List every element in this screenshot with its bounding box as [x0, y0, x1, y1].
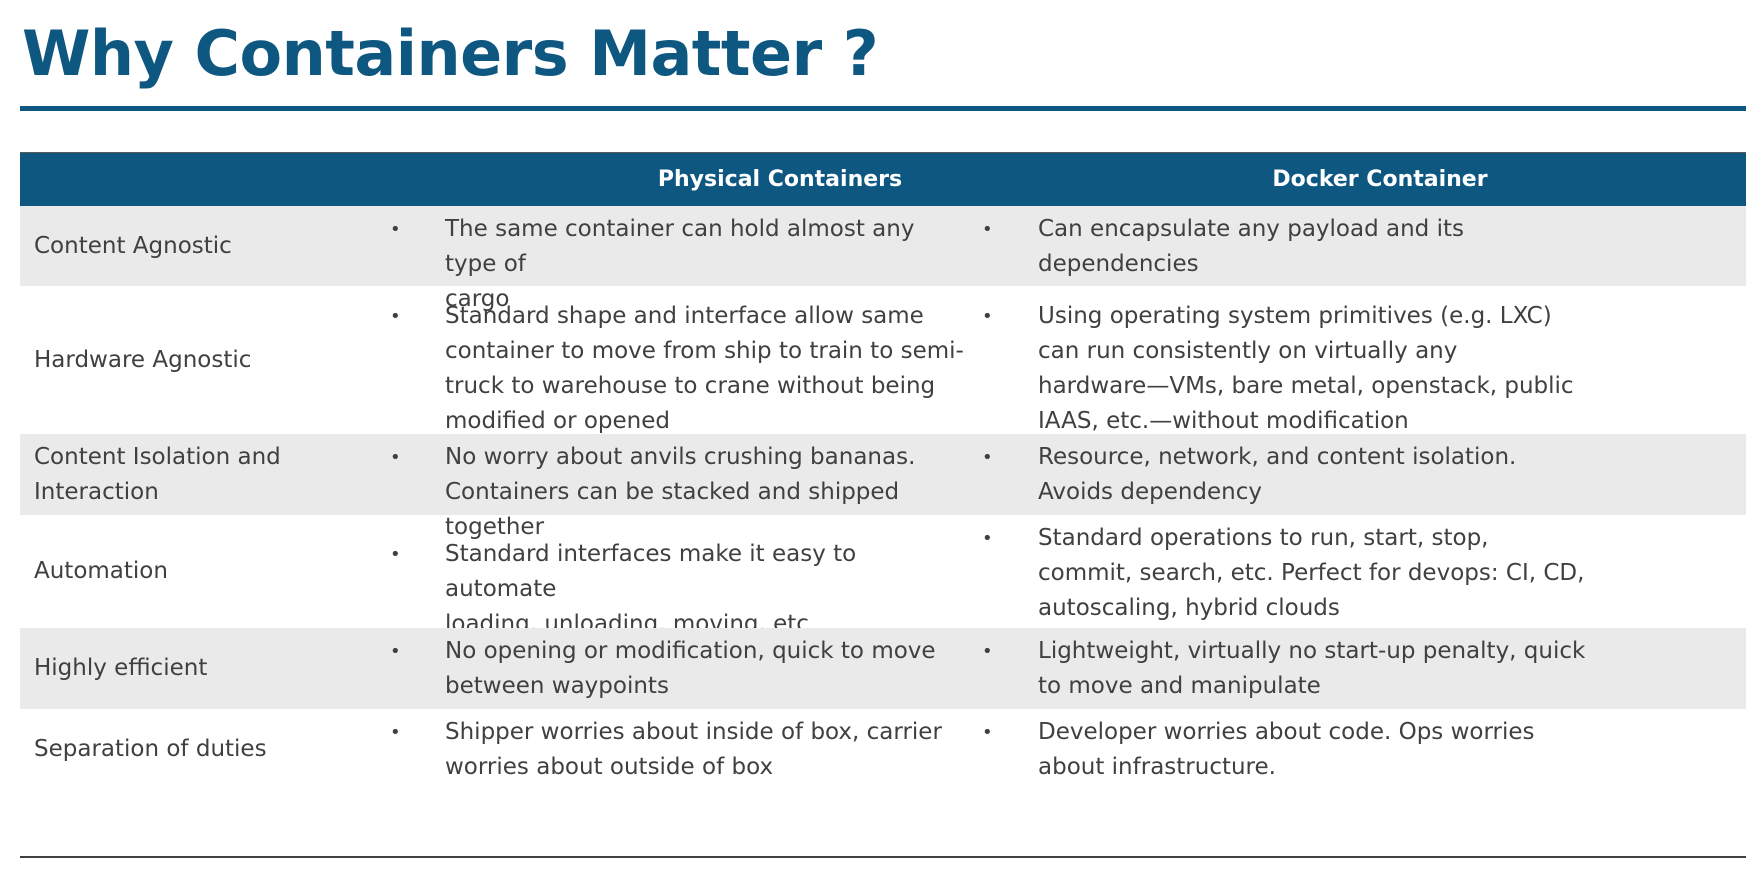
docker-cell: Developer worries about code. Ops worrie… — [1038, 719, 1535, 780]
table-row-hardware-agnostic: Hardware Agnostic • Standard shape and i… — [20, 286, 1746, 434]
table-row-highly-efficient: Highly efficient • No opening or modific… — [20, 628, 1746, 709]
docker-cell: Standard operations to run, start, stop,… — [1038, 525, 1585, 621]
physical-cell: Standard shape and interface allow same … — [445, 303, 964, 434]
bullet-icon: • — [982, 641, 993, 662]
bullet-icon: • — [982, 722, 993, 743]
physical-cell: No opening or modification, quick to mov… — [445, 638, 936, 699]
docker-cell: Resource, network, and content isolation… — [1038, 444, 1517, 505]
slide-title: Why Containers Matter ? — [22, 17, 879, 90]
bullet-icon: • — [390, 641, 401, 662]
row-label: Automation — [34, 558, 168, 584]
physical-cell: No worry about anvils crushing bananas. … — [445, 444, 916, 540]
row-label: Highly efficient — [34, 655, 208, 681]
bullet-icon: • — [390, 447, 401, 468]
row-label: Content Isolation and Interaction — [34, 443, 281, 505]
bullet-icon: • — [982, 219, 993, 240]
header-physical-containers: Physical Containers — [657, 167, 903, 192]
title-underline — [20, 106, 1746, 111]
table-row-automation: Automation • Standard interfaces make it… — [20, 515, 1746, 637]
bullet-icon: • — [390, 722, 401, 743]
docker-cell: Lightweight, virtually no start-up penal… — [1038, 638, 1586, 699]
bullet-icon: • — [390, 219, 401, 240]
table-row-content-isolation: Content Isolation and Interaction • No w… — [20, 434, 1746, 540]
row-label: Hardware Agnostic — [34, 346, 252, 373]
table-header: Physical Containers Docker Container — [20, 152, 1746, 206]
physical-cell: The same container can hold almost any t… — [445, 216, 915, 312]
row-label: Separation of duties — [34, 735, 267, 762]
header-docker-container: Docker Container — [1272, 167, 1488, 192]
docker-cell: Using operating system primitives (e.g. … — [1038, 303, 1574, 434]
bullet-icon: • — [982, 447, 993, 468]
physical-cell: Shipper worries about inside of box, car… — [445, 719, 942, 780]
bullet-icon: • — [390, 544, 401, 565]
bullet-icon: • — [982, 528, 993, 549]
docker-cell: Can encapsulate any payload and its depe… — [1038, 216, 1464, 277]
physical-cell: Standard interfaces make it easy to auto… — [445, 541, 857, 637]
comparison-table: Physical Containers Docker Container Con… — [20, 152, 1746, 789]
table-bottom-rule — [20, 856, 1746, 858]
table-row-separation-of-duties: Separation of duties • Shipper worries a… — [20, 709, 1746, 789]
bullet-icon: • — [982, 306, 993, 327]
table-row-content-agnostic: Content Agnostic • The same container ca… — [20, 206, 1746, 312]
row-label: Content Agnostic — [34, 232, 232, 259]
bullet-icon: • — [390, 306, 401, 327]
